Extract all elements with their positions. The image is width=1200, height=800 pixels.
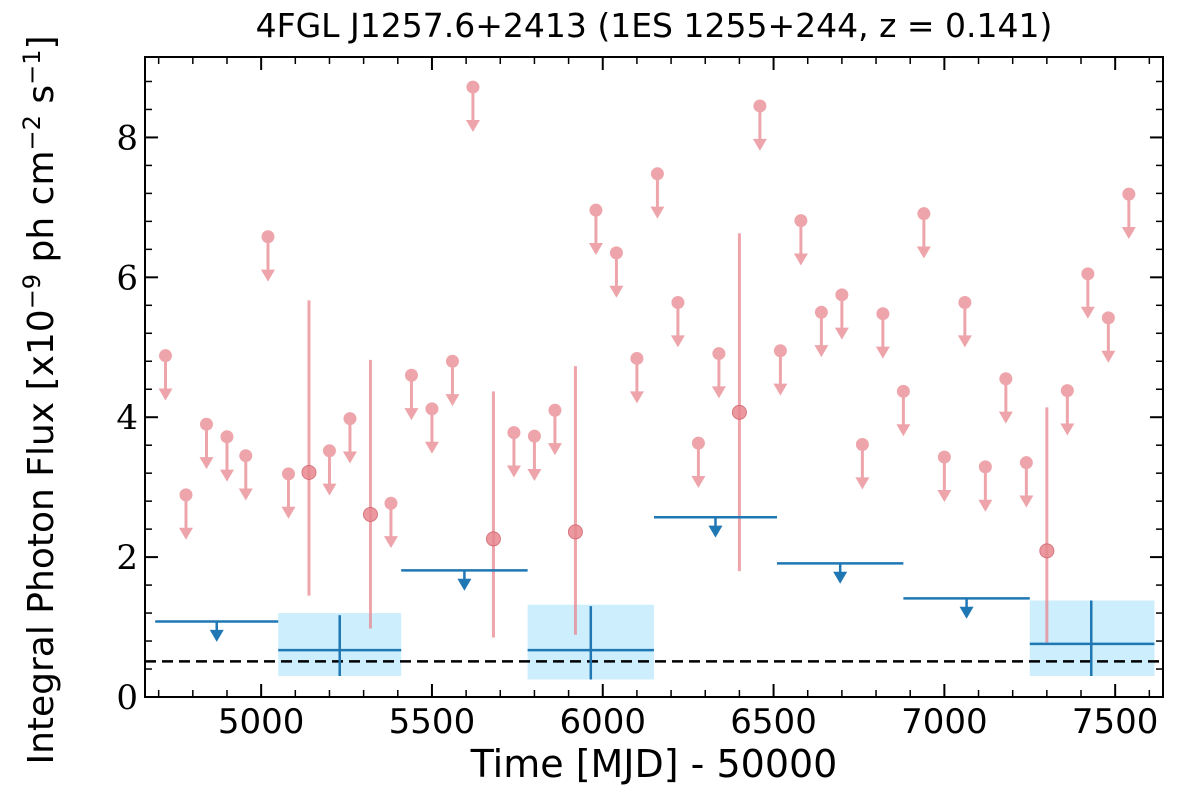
short-bin-upper-limit: [650, 167, 665, 219]
x-tick-label: 5500: [389, 702, 476, 742]
short-bin-upper-limit: [629, 351, 644, 404]
short-bin-upper-limit: [711, 347, 726, 399]
chart-title: 4FGL J1257.6+2413 (1ES 1255+244, z = 0.1…: [255, 6, 1053, 45]
y-tick-label: 6: [116, 258, 138, 298]
long-bin-detection: [278, 615, 402, 677]
short-bin-upper-limit: [875, 307, 890, 359]
plot-frame: [144, 56, 1164, 698]
y-axis-label: Integral Photon Flux [x10−9 ph cm−2 s−1]: [18, 35, 62, 765]
short-bin-upper-limit: [1101, 311, 1116, 363]
short-bin-upper-limit: [219, 430, 234, 482]
short-bin-detection: [731, 233, 747, 572]
short-bin-upper-limit: [834, 288, 849, 340]
short-bin-upper-limit: [752, 99, 767, 151]
short-bin-upper-limit: [424, 402, 439, 454]
short-bin-detection: [301, 300, 317, 596]
long-bin-upper-limit: [776, 562, 904, 584]
short-bin-upper-limit: [404, 368, 419, 421]
x-tick-label: 5000: [218, 702, 305, 742]
short-bin-upper-limit: [281, 467, 296, 519]
short-bin-upper-limit: [937, 450, 952, 502]
short-bin-upper-limit: [691, 436, 706, 488]
y-tick-label: 4: [116, 398, 138, 438]
short-bin-upper-limit: [1080, 267, 1095, 319]
long-bin-upper-limit: [654, 515, 777, 538]
short-bin-upper-limit: [527, 429, 542, 481]
short-bin-upper-limit: [465, 80, 480, 132]
short-bin-upper-limit: [773, 344, 788, 396]
short-bin-upper-limit: [199, 417, 214, 470]
long-bin-upper-limit: [903, 597, 1030, 619]
short-bin-upper-limit: [445, 354, 460, 407]
long-bin-detection: [527, 606, 654, 680]
x-tick-label: 7500: [1072, 702, 1159, 742]
short-bin-detection: [567, 366, 583, 635]
short-bin-upper-limit: [670, 296, 685, 348]
short-bin-upper-limit: [547, 403, 562, 456]
x-tick-label: 7000: [901, 702, 988, 742]
x-tick-label: 6000: [559, 702, 646, 742]
x-axis-label: Time [MJD] - 50000: [470, 742, 838, 786]
short-bin-upper-limit: [1019, 456, 1034, 508]
short-bin-upper-limit: [1060, 384, 1075, 436]
short-bin-upper-limit: [814, 305, 829, 358]
short-bin-upper-limit: [342, 412, 357, 464]
y-tick-label: 8: [116, 118, 138, 158]
y-tick-label: 2: [116, 538, 138, 578]
long-bin-detection: [1029, 600, 1155, 677]
short-bin-upper-limit: [957, 296, 972, 348]
short-bin-detection: [485, 391, 501, 638]
short-bin-upper-limit: [238, 449, 253, 501]
short-bin-upper-limit: [260, 230, 275, 282]
short-bin-upper-limit: [588, 203, 603, 256]
short-bin-upper-limit: [383, 496, 398, 549]
short-bin-upper-limit: [916, 207, 931, 259]
short-bin-detection: [362, 359, 378, 629]
short-bin-upper-limit: [793, 214, 808, 266]
long-bin-upper-limit: [155, 620, 279, 642]
short-bin-upper-limit: [609, 246, 624, 298]
short-bin-upper-limit: [978, 460, 993, 512]
y-tick-label: 0: [116, 678, 138, 718]
short-bin-detection: [1039, 407, 1055, 643]
long-bin-upper-limit: [401, 569, 528, 591]
short-bin-upper-limit: [896, 384, 911, 437]
short-bin-upper-limit: [178, 488, 193, 540]
x-tick-label: 6500: [730, 702, 817, 742]
short-bin-upper-limit: [506, 426, 521, 478]
short-bin-upper-limit: [855, 437, 870, 490]
short-bin-upper-limit: [998, 372, 1013, 424]
short-bin-upper-limit: [158, 349, 173, 401]
short-bin-upper-limit: [322, 444, 337, 496]
short-bin-upper-limit: [1121, 187, 1136, 239]
